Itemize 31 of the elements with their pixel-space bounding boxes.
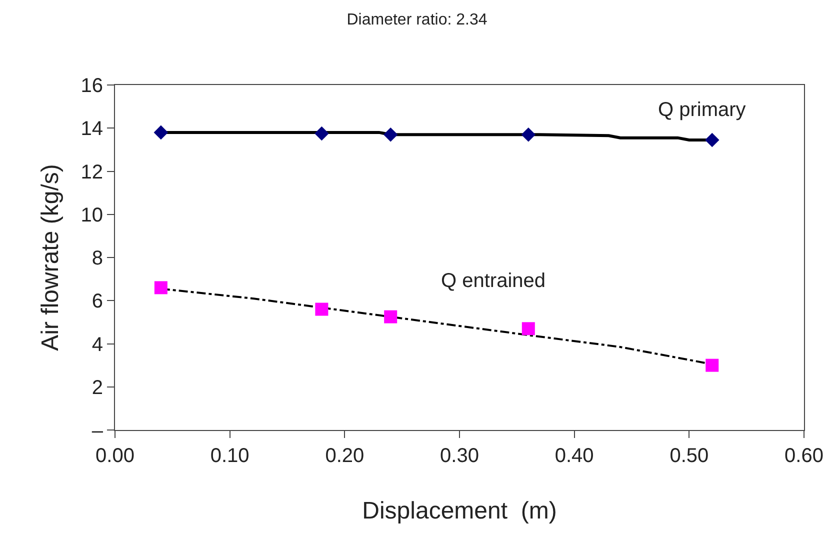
point	[154, 281, 168, 294]
point	[384, 310, 398, 324]
series-label: Q primary	[658, 99, 746, 121]
point	[521, 127, 536, 142]
y-tick-label: 2	[92, 376, 103, 399]
y-tick-label: –	[92, 420, 104, 442]
point	[704, 132, 720, 148]
point	[383, 127, 398, 142]
y-axis-title: Air flowrate (kg/s)	[36, 164, 64, 351]
point	[314, 126, 329, 141]
x-tick-label: 0.00	[96, 445, 134, 467]
series-label: Q entrained	[441, 270, 546, 292]
x-tick-label: 0.10	[210, 445, 250, 467]
point	[706, 358, 719, 372]
y-tick-label: 4	[92, 334, 103, 356]
y-tick-label: 10	[80, 204, 103, 226]
x-tick-label: 0.40	[554, 445, 594, 467]
x-tick-label: 0.30	[440, 445, 479, 467]
x-tick-label: 0.60	[784, 445, 824, 467]
y-tick-label: 12	[80, 161, 103, 184]
y-tick-label: 16	[80, 75, 103, 97]
y-tick-label: 8	[92, 248, 103, 270]
x-tick-label: 0.20	[325, 445, 364, 467]
x-axis-title: Displacement (m)	[362, 497, 557, 524]
chart-title: Diameter ratio: 2.34	[346, 12, 488, 29]
y-tick-label: 14	[80, 118, 103, 140]
point	[522, 322, 535, 336]
y-tick-label: 6	[92, 290, 103, 313]
point	[154, 125, 168, 140]
x-tick-label: 0.50	[670, 445, 709, 467]
point	[315, 302, 328, 316]
